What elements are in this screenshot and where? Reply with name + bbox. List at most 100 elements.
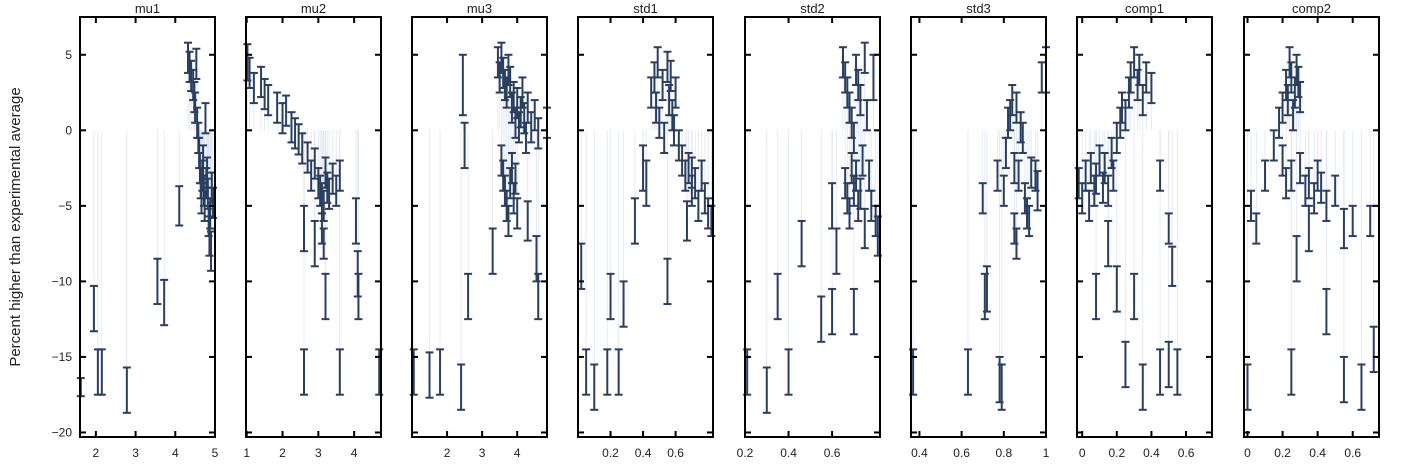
error-bar — [1001, 136, 1010, 170]
error-bar — [1292, 235, 1301, 283]
error-bar — [1287, 159, 1296, 192]
error-bar — [1109, 159, 1118, 192]
error-bar — [534, 272, 543, 321]
panel-frame — [577, 16, 714, 438]
y-tick-label: −20 — [52, 425, 73, 439]
x-tick-label: 0.4 — [911, 446, 928, 460]
error-bar — [828, 182, 837, 230]
error-bar — [1138, 363, 1147, 411]
error-bar — [666, 59, 675, 93]
error-bar — [1033, 170, 1042, 212]
error-bar — [762, 366, 771, 414]
error-bar — [335, 348, 344, 396]
error-bar — [867, 189, 876, 222]
x-tick-label: 4 — [172, 446, 179, 460]
error-bar — [1008, 83, 1017, 117]
error-bar — [319, 227, 328, 260]
error-bar — [1331, 174, 1340, 207]
error-bar — [298, 132, 307, 165]
error-bar — [606, 272, 615, 321]
error-bar — [630, 197, 639, 245]
x-tick-label: 0.6 — [1344, 446, 1361, 460]
x-tick-label: 3 — [479, 446, 486, 460]
error-bar — [513, 197, 522, 230]
error-bar — [273, 91, 282, 124]
panel-frame — [79, 16, 216, 438]
x-tick-label: 3 — [315, 446, 322, 460]
error-bar — [460, 121, 469, 170]
error-bar — [1261, 159, 1270, 192]
error-bar — [1025, 204, 1034, 238]
error-bar — [321, 272, 330, 321]
error-bar — [201, 102, 210, 135]
panel-mu1: 2 3 4 5 mu1 — [76, 1, 219, 460]
error-bar — [1156, 159, 1165, 192]
panel-mu2: 1 2 3 4 mu2 — [243, 1, 384, 460]
error-bar — [354, 272, 363, 321]
error-bar — [590, 363, 599, 411]
panel-std2: 0.2 0.4 0.6 std2 — [737, 1, 882, 460]
x-tick-label: 0.2 — [1108, 446, 1125, 460]
panel-comp2: 0 0.2 0.4 0.6 comp2 — [1243, 1, 1380, 460]
error-bar — [963, 348, 972, 396]
error-bar — [1085, 189, 1094, 222]
error-bar — [436, 348, 445, 396]
panel-title: mu3 — [467, 1, 492, 16]
error-bar — [1296, 80, 1305, 114]
error-bar — [860, 41, 869, 74]
error-bar — [425, 351, 434, 399]
error-bar — [1147, 71, 1156, 105]
panel-frame — [910, 16, 1047, 438]
error-bar — [797, 219, 806, 268]
x-tick-label: 0 — [1079, 446, 1086, 460]
x-tick-label: 0.4 — [1309, 446, 1326, 460]
x-tick-label: 0.4 — [635, 446, 652, 460]
panel-std3: 0.4 0.6 0.8 1 std3 — [909, 1, 1050, 460]
error-bar — [653, 46, 662, 79]
error-bar — [1092, 272, 1101, 321]
error-bar — [457, 363, 466, 411]
x-tick-label: 0.6 — [824, 446, 841, 460]
error-bar — [669, 114, 678, 147]
error-bar — [1164, 340, 1173, 389]
error-bar — [658, 68, 667, 102]
panel-title: std2 — [800, 1, 825, 16]
error-bar — [1012, 227, 1021, 260]
error-bar — [663, 257, 672, 306]
error-bar — [310, 219, 319, 268]
y-tick-label: −15 — [52, 350, 73, 364]
error-bar — [1018, 121, 1027, 154]
error-bar — [1121, 340, 1130, 389]
error-bar — [1304, 167, 1313, 200]
error-bar — [1269, 129, 1278, 162]
error-bar — [1304, 204, 1313, 253]
error-bar — [1104, 174, 1113, 207]
error-bar — [207, 230, 216, 272]
error-bar — [1014, 159, 1023, 192]
error-bar — [192, 47, 201, 80]
error-bar — [511, 162, 520, 195]
error-bar — [1164, 212, 1173, 245]
error-bar — [1130, 272, 1139, 321]
error-bar — [458, 53, 467, 117]
x-tick-label: 0.6 — [953, 446, 970, 460]
x-tick-label: 4 — [514, 446, 521, 460]
error-bar — [97, 348, 106, 396]
panel-frame — [245, 16, 382, 438]
panel-title: mu1 — [135, 1, 160, 16]
error-bar — [175, 185, 184, 227]
x-tick-label: 0 — [1244, 446, 1251, 460]
error-bar — [351, 197, 360, 245]
error-bar — [282, 94, 291, 127]
error-bar — [603, 348, 612, 396]
error-bar — [1339, 355, 1348, 404]
error-bar — [832, 227, 841, 275]
error-bar — [1112, 265, 1121, 313]
error-bar — [1168, 245, 1177, 287]
error-bar — [660, 121, 669, 154]
x-tick-label: 0.4 — [780, 446, 797, 460]
error-bar — [642, 159, 651, 207]
panel-std1: 0.2 0.4 0.6 std1 — [577, 1, 716, 460]
error-bar — [1282, 167, 1291, 200]
